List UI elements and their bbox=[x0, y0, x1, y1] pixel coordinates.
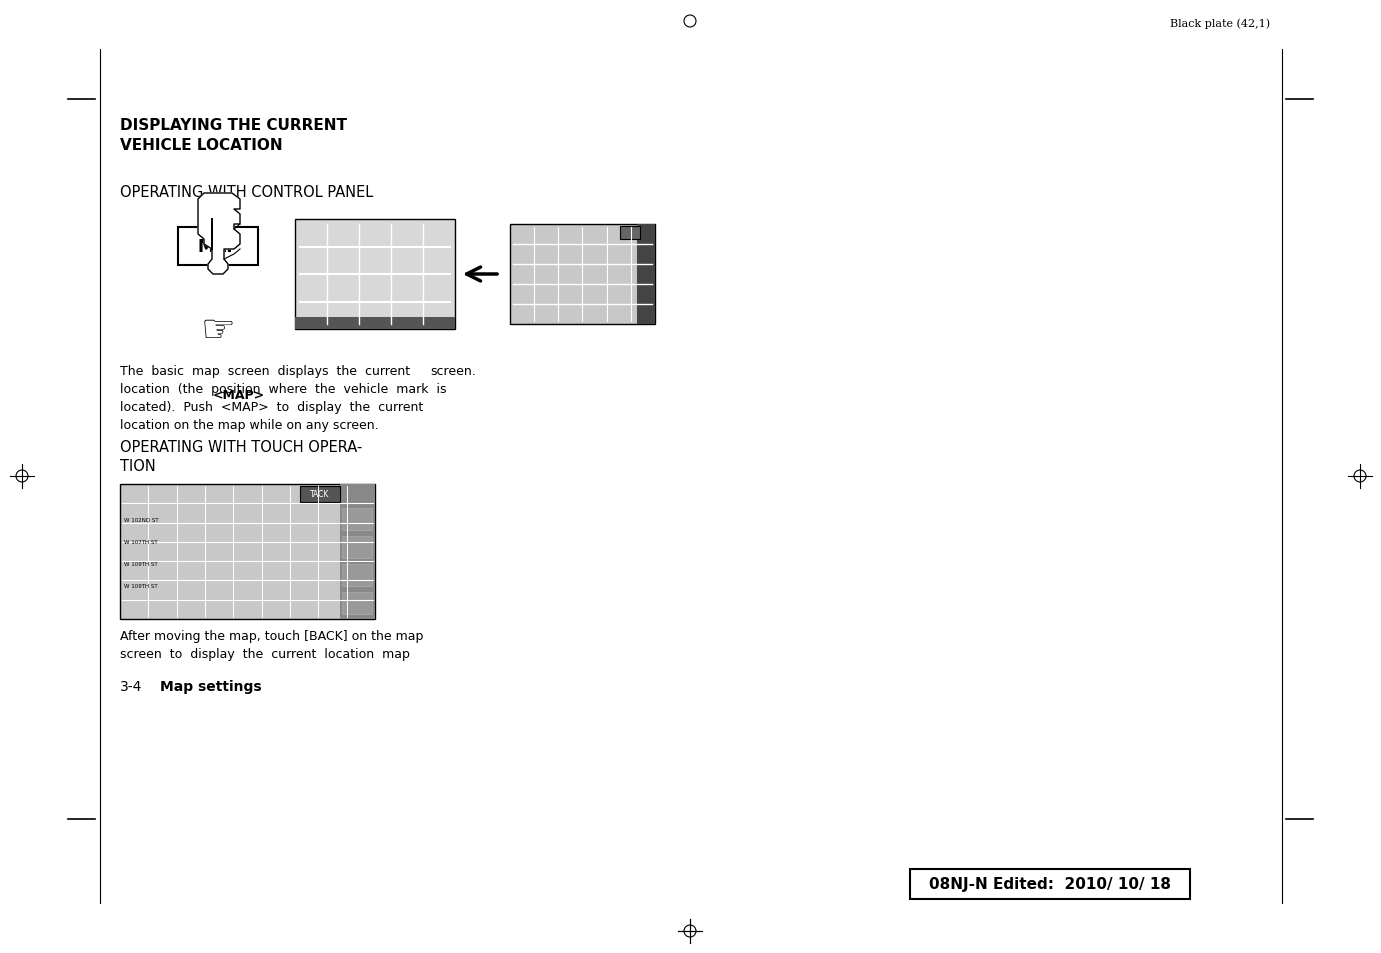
Text: After moving the map, touch [BACK] on the map
screen  to  display  the  current : After moving the map, touch [BACK] on th… bbox=[120, 629, 424, 660]
Text: Map settings: Map settings bbox=[160, 679, 261, 693]
Text: W 107TH ST: W 107TH ST bbox=[124, 539, 157, 544]
Bar bbox=[342, 564, 371, 586]
Polygon shape bbox=[197, 193, 240, 274]
Text: TACK: TACK bbox=[311, 490, 330, 499]
Bar bbox=[342, 593, 371, 615]
Text: <MAP>: <MAP> bbox=[213, 388, 265, 401]
Bar bbox=[637, 225, 655, 325]
Text: W 109TH ST: W 109TH ST bbox=[124, 561, 157, 566]
Text: ☞: ☞ bbox=[200, 312, 235, 350]
Text: OPERATING WITH TOUCH OPERA-
TION: OPERATING WITH TOUCH OPERA- TION bbox=[120, 439, 362, 474]
Bar bbox=[620, 227, 639, 240]
Bar bbox=[296, 317, 454, 330]
Text: W 102ND ST: W 102ND ST bbox=[124, 517, 159, 522]
Text: screen.: screen. bbox=[429, 365, 475, 377]
Text: 08NJ-N Edited:  2010/ 10/ 18: 08NJ-N Edited: 2010/ 10/ 18 bbox=[929, 877, 1171, 892]
Text: DISPLAYING THE CURRENT
VEHICLE LOCATION: DISPLAYING THE CURRENT VEHICLE LOCATION bbox=[120, 118, 347, 152]
Text: Black plate (42,1): Black plate (42,1) bbox=[1170, 18, 1271, 29]
Bar bbox=[340, 484, 376, 619]
FancyBboxPatch shape bbox=[178, 228, 258, 266]
Text: OPERATING WITH CONTROL PANEL: OPERATING WITH CONTROL PANEL bbox=[120, 185, 373, 200]
Text: The  basic  map  screen  displays  the  current
location  (the  position  where : The basic map screen displays the curren… bbox=[120, 365, 446, 432]
Bar bbox=[342, 509, 371, 531]
Bar bbox=[296, 220, 454, 330]
Text: W 109TH ST: W 109TH ST bbox=[124, 583, 157, 588]
Bar bbox=[120, 484, 376, 619]
Bar bbox=[342, 537, 371, 558]
Bar bbox=[510, 225, 655, 325]
Bar bbox=[300, 486, 340, 502]
Text: 3-4: 3-4 bbox=[120, 679, 142, 693]
Text: MAP: MAP bbox=[197, 237, 239, 255]
Bar bbox=[910, 869, 1190, 899]
